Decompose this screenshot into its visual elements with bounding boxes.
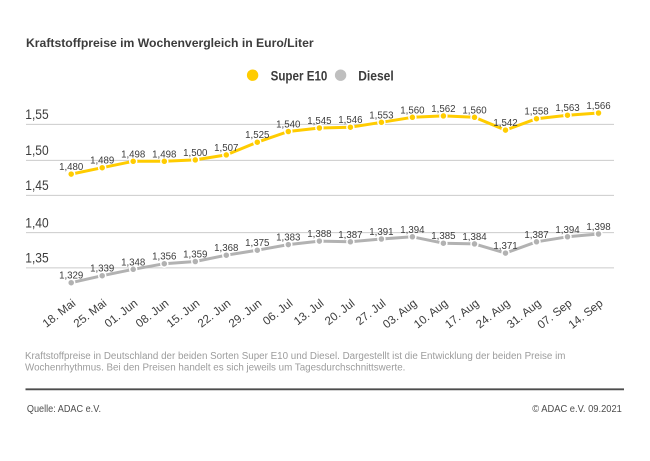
svg-text:1,546: 1,546	[338, 115, 362, 126]
svg-text:1,507: 1,507	[214, 143, 238, 154]
svg-text:1,525: 1,525	[245, 130, 269, 141]
svg-text:1,339: 1,339	[90, 264, 114, 275]
svg-text:1,385: 1,385	[431, 231, 455, 242]
svg-text:1,348: 1,348	[121, 257, 145, 268]
svg-text:1,359: 1,359	[183, 250, 207, 261]
svg-text:1,383: 1,383	[276, 233, 300, 244]
svg-text:© ADAC e.V. 09.2021: © ADAC e.V. 09.2021	[532, 404, 622, 415]
svg-text:1,394: 1,394	[400, 225, 425, 236]
svg-text:1,368: 1,368	[214, 243, 238, 254]
svg-text:1,560: 1,560	[462, 105, 487, 116]
svg-text:1,45: 1,45	[25, 178, 48, 194]
svg-text:Kraftstoffpreise im Wochenverg: Kraftstoffpreise im Wochenvergleich in E…	[26, 36, 314, 50]
svg-text:1,500: 1,500	[183, 148, 208, 159]
svg-text:Kraftstoffpreise in Deutschlan: Kraftstoffpreise in Deutschland der beid…	[25, 351, 565, 362]
svg-text:1,542: 1,542	[493, 118, 517, 129]
svg-text:1,391: 1,391	[369, 227, 393, 238]
svg-text:1,558: 1,558	[524, 107, 548, 118]
svg-text:1,489: 1,489	[90, 156, 114, 167]
svg-text:1,384: 1,384	[462, 232, 487, 243]
svg-text:Wochenrhythmus. Bei den Preise: Wochenrhythmus. Bei den Preisen handelt …	[25, 362, 405, 373]
svg-text:1,50: 1,50	[25, 143, 48, 159]
svg-text:1,498: 1,498	[152, 149, 176, 160]
svg-text:Diesel: Diesel	[358, 68, 394, 84]
svg-text:1,388: 1,388	[307, 229, 331, 240]
svg-text:1,371: 1,371	[493, 241, 517, 252]
svg-text:Super E10: Super E10	[271, 69, 328, 84]
svg-text:1,498: 1,498	[121, 149, 145, 160]
svg-text:1,387: 1,387	[338, 230, 362, 241]
svg-text:1,375: 1,375	[245, 238, 269, 249]
svg-text:1,560: 1,560	[400, 105, 425, 116]
svg-text:1,387: 1,387	[524, 230, 548, 241]
svg-text:Quelle: ADAC e.V.: Quelle: ADAC e.V.	[27, 404, 101, 416]
svg-text:1,566: 1,566	[586, 101, 610, 112]
svg-text:1,394: 1,394	[555, 225, 580, 236]
svg-text:1,398: 1,398	[586, 222, 610, 233]
svg-text:1,55: 1,55	[25, 107, 48, 123]
svg-text:1,553: 1,553	[369, 110, 393, 121]
svg-text:1,40: 1,40	[25, 215, 48, 231]
svg-text:1,540: 1,540	[276, 120, 301, 131]
svg-text:1,329: 1,329	[59, 271, 83, 282]
svg-text:1,562: 1,562	[431, 104, 455, 115]
svg-text:1,545: 1,545	[307, 116, 331, 127]
svg-text:1,563: 1,563	[555, 103, 579, 114]
svg-text:1,35: 1,35	[25, 250, 48, 266]
svg-text:1,356: 1,356	[152, 252, 176, 263]
svg-text:1,480: 1,480	[59, 162, 84, 173]
